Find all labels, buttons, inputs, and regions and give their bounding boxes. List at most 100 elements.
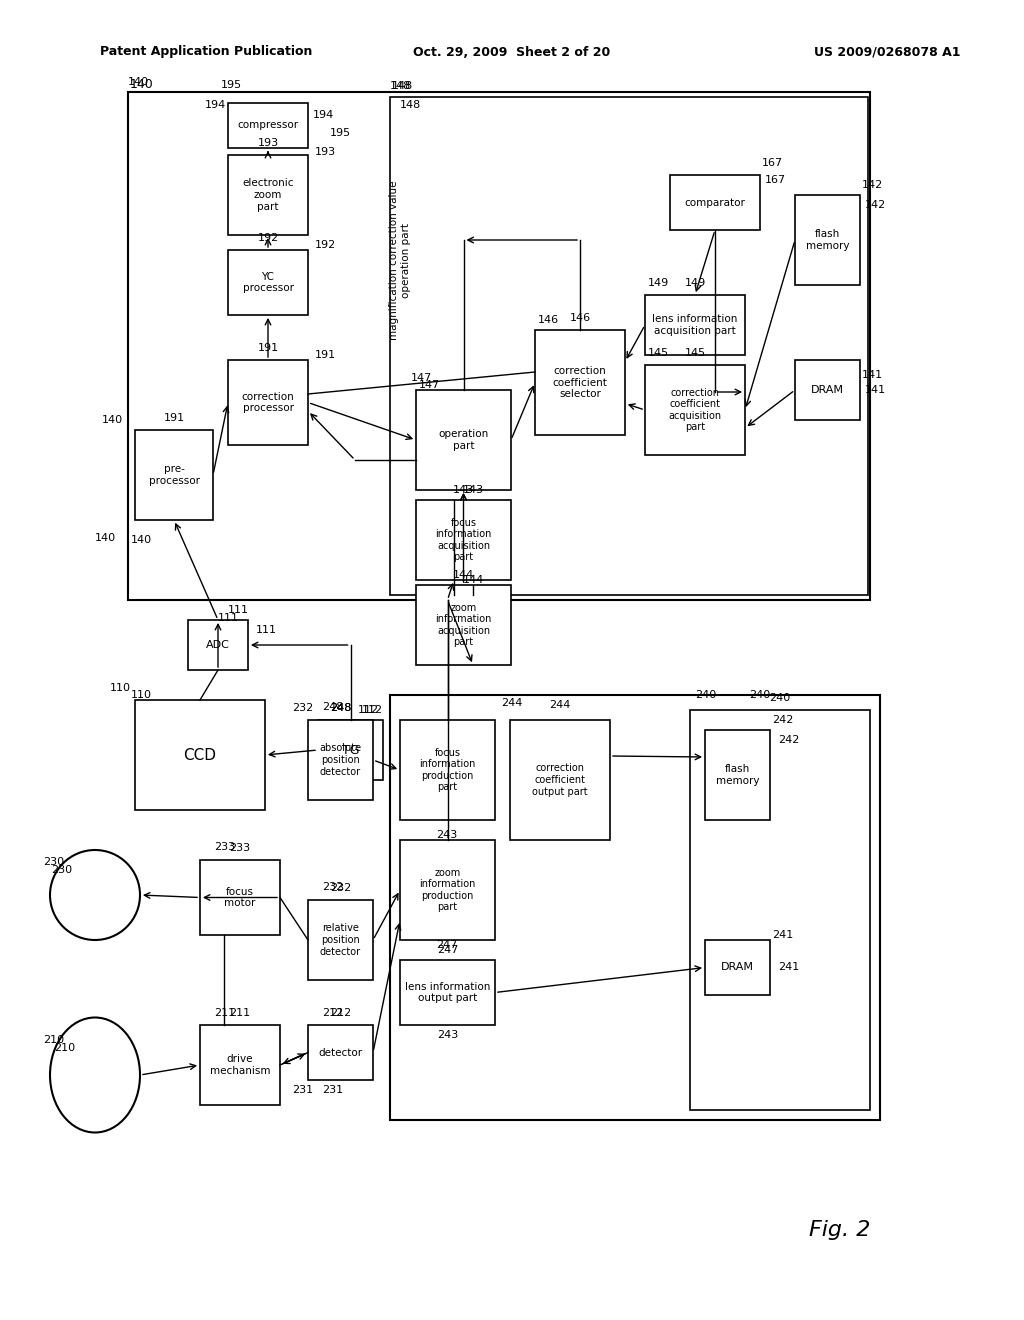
Text: 191: 191: [257, 343, 279, 352]
Ellipse shape: [50, 850, 140, 940]
Text: 194: 194: [205, 100, 226, 110]
Text: CCD: CCD: [183, 747, 216, 763]
Bar: [135, 700, 265, 810]
Text: 149: 149: [648, 279, 670, 288]
Text: 241: 241: [772, 931, 794, 940]
Text: YC
processor: YC processor: [243, 272, 294, 293]
Bar: [308, 1026, 373, 1080]
Text: 112: 112: [358, 705, 379, 715]
Text: 144: 144: [463, 576, 484, 585]
Bar: [390, 696, 880, 1119]
Bar: [135, 430, 213, 520]
Text: 143: 143: [463, 484, 484, 495]
Text: US 2009/0268078 A1: US 2009/0268078 A1: [813, 45, 961, 58]
Text: 241: 241: [778, 962, 800, 973]
Text: 231: 231: [323, 1085, 344, 1096]
Text: 194: 194: [313, 111, 334, 120]
Text: flash
memory: flash memory: [806, 230, 849, 251]
Text: 232: 232: [330, 883, 351, 894]
Bar: [400, 960, 495, 1026]
Bar: [416, 389, 511, 490]
Bar: [670, 176, 760, 230]
Text: 191: 191: [164, 413, 184, 422]
Bar: [400, 719, 495, 820]
Text: 247: 247: [436, 940, 458, 950]
Text: 210: 210: [54, 1043, 75, 1053]
Text: 232: 232: [323, 882, 344, 892]
Text: 243: 243: [437, 1030, 458, 1040]
Text: 148: 148: [390, 81, 412, 91]
Ellipse shape: [50, 1018, 140, 1133]
Text: focus
information
acquisition
part: focus information acquisition part: [435, 517, 492, 562]
Text: 141: 141: [862, 370, 883, 380]
Text: DRAM: DRAM: [811, 385, 844, 395]
Text: 243: 243: [436, 830, 458, 840]
Bar: [308, 719, 373, 800]
Bar: [128, 92, 870, 601]
Text: 230: 230: [51, 865, 72, 875]
Text: Fig. 2: Fig. 2: [809, 1220, 870, 1239]
Text: 142: 142: [862, 180, 884, 190]
Text: 145: 145: [684, 348, 706, 358]
Bar: [705, 730, 770, 820]
Text: 141: 141: [865, 385, 886, 395]
Text: 140: 140: [101, 414, 123, 425]
Text: 112: 112: [361, 705, 383, 715]
Bar: [200, 1026, 280, 1105]
Bar: [228, 154, 308, 235]
Text: drive
mechanism: drive mechanism: [210, 1055, 270, 1076]
Bar: [308, 900, 373, 979]
Text: 142: 142: [865, 201, 886, 210]
Text: correction
coefficient
output part: correction coefficient output part: [532, 763, 588, 796]
Text: 195: 195: [330, 128, 351, 139]
Bar: [645, 294, 745, 355]
Text: DRAM: DRAM: [721, 962, 754, 973]
Bar: [416, 500, 511, 579]
Text: 167: 167: [765, 176, 786, 185]
Bar: [690, 710, 870, 1110]
Text: focus
information
production
part: focus information production part: [419, 747, 476, 792]
Text: electronic
zoom
part: electronic zoom part: [243, 178, 294, 211]
Text: 149: 149: [684, 279, 706, 288]
Text: lens information
output part: lens information output part: [404, 982, 490, 1003]
Text: 211: 211: [214, 1008, 236, 1018]
Bar: [795, 195, 860, 285]
Bar: [645, 366, 745, 455]
Text: 231: 231: [293, 1085, 313, 1096]
Text: 110: 110: [110, 682, 130, 693]
Text: 211: 211: [229, 1008, 251, 1018]
Bar: [535, 330, 625, 436]
Text: 247: 247: [437, 945, 458, 954]
Text: 145: 145: [648, 348, 669, 358]
Text: zoom
information
acquisition
part: zoom information acquisition part: [435, 603, 492, 647]
Bar: [228, 103, 308, 148]
Text: 248: 248: [323, 702, 344, 711]
Text: TG: TG: [342, 743, 359, 756]
Text: 147: 147: [411, 374, 432, 383]
Text: lens information
acquisition part: lens information acquisition part: [652, 314, 737, 335]
Text: 192: 192: [257, 234, 279, 243]
Text: 193: 193: [315, 147, 336, 157]
Text: correction
processor: correction processor: [242, 392, 294, 413]
Text: magnification correction value
operation part: magnification correction value operation…: [389, 181, 411, 341]
Text: 148: 148: [400, 100, 421, 110]
Bar: [200, 861, 280, 935]
Text: 210: 210: [43, 1035, 63, 1045]
Text: 140: 140: [131, 535, 153, 545]
Text: 192: 192: [315, 240, 336, 249]
Text: 111: 111: [218, 612, 239, 623]
Text: 240: 240: [769, 693, 791, 704]
Bar: [390, 96, 868, 595]
Text: 146: 146: [569, 313, 591, 323]
Bar: [188, 620, 248, 671]
Text: focus
motor: focus motor: [224, 887, 256, 908]
Text: 212: 212: [323, 1008, 344, 1018]
Text: comparator: comparator: [685, 198, 745, 207]
Text: flash
memory: flash memory: [716, 764, 759, 785]
Text: 140: 140: [128, 77, 150, 87]
Text: zoom
information
production
part: zoom information production part: [419, 867, 476, 912]
Text: 140: 140: [130, 78, 154, 91]
Bar: [228, 249, 308, 315]
Text: ADC: ADC: [206, 640, 230, 649]
Text: 240: 240: [750, 690, 771, 700]
